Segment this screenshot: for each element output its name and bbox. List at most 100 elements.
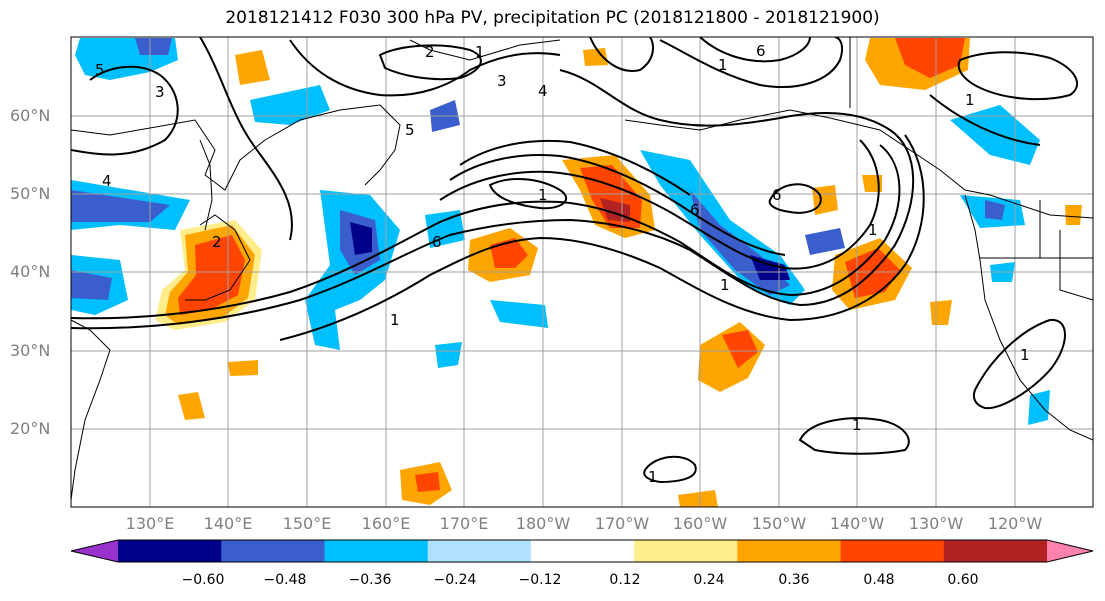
colorbar-segment [118, 540, 222, 562]
contour-label: 1 [475, 43, 485, 61]
pv-contours [71, 37, 1079, 484]
map-area: 1 2 3 4 5 6 1 6 1 6 1 6 1 4 5 1 1 1 2 3 … [71, 37, 1093, 507]
pv-contour-line [71, 65, 179, 156]
colorbar-tick-label: −0.48 [263, 572, 307, 588]
precip-positive-region [1065, 205, 1082, 225]
colorbar-segment [840, 540, 945, 562]
contour-label: 1 [390, 311, 400, 329]
precip-negative-region [71, 190, 170, 222]
precip-positive-region [895, 38, 965, 78]
precip-positive-region [678, 490, 718, 507]
precip-positive-region [583, 48, 608, 66]
colorbar-segment [943, 540, 1048, 562]
colorbar-extend-high [1047, 540, 1093, 562]
contour-label: 1 [852, 416, 862, 434]
lon-label: 150°E [282, 514, 332, 533]
lon-label: 130°E [125, 514, 175, 533]
precip-fill-layer [71, 38, 1082, 507]
pv-contour-line [972, 318, 1066, 410]
precip-negative-region [805, 228, 845, 255]
colorbar-extend-low [71, 540, 118, 562]
contour-label: 6 [756, 42, 766, 60]
colorbar-tick-label: −0.36 [348, 572, 392, 588]
pv-contour-line [449, 154, 786, 256]
lon-label: 170°W [594, 514, 650, 533]
lon-label: 160°E [361, 514, 411, 533]
colorbar-segment [427, 540, 532, 562]
colorbar [70, 539, 1094, 563]
colorbar-tick-label: −0.60 [181, 572, 225, 588]
pv-contour-line [199, 37, 293, 241]
precip-negative-region [350, 222, 372, 255]
contour-label: 6 [772, 186, 782, 204]
precip-negative-region [1028, 390, 1050, 425]
colorbar-segment [324, 540, 429, 562]
precip-positive-region [415, 472, 440, 492]
lat-label: 20°N [10, 419, 51, 438]
pv-contour-line [71, 69, 915, 330]
contour-label: 6 [690, 201, 700, 219]
contour-label: 1 [720, 276, 730, 294]
pv-contour-line [768, 183, 822, 214]
contour-label: 3 [497, 72, 507, 90]
lon-label: 180°W [515, 514, 571, 533]
colorbar-tick-label: 0.60 [947, 572, 979, 588]
precip-positive-region [722, 330, 758, 368]
contour-label: 3 [155, 83, 165, 101]
lon-label: 160°W [672, 514, 728, 533]
pv-contour-line [71, 144, 901, 320]
contour-label: 5 [95, 61, 105, 79]
lon-label: 120°W [987, 514, 1043, 533]
colorbar-tick-label: 0.48 [863, 572, 895, 588]
colorbar-segment [221, 540, 325, 562]
coastlines [71, 37, 1093, 501]
precip-negative-region [490, 300, 548, 328]
lon-label: 140°W [829, 514, 885, 533]
pv-contour-line [488, 178, 568, 210]
pv-contour-line [289, 39, 561, 97]
contour-label: 4 [102, 172, 112, 190]
precip-negative-region [435, 342, 462, 368]
colorbar-tick-label: −0.24 [433, 572, 477, 588]
precip-negative-region [985, 200, 1005, 220]
contour-label: 2 [212, 233, 222, 251]
lon-label: 170°E [439, 514, 489, 533]
precip-negative-region [425, 210, 465, 248]
precip-positive-region [178, 392, 205, 420]
colorbar-segment [634, 540, 738, 562]
precip-negative-region [950, 105, 1040, 165]
pv-contour-line [439, 139, 880, 270]
pv-contour-line [459, 139, 691, 196]
colorbar-tick-label: −0.12 [518, 572, 562, 588]
contour-labels: 1 2 3 4 5 6 1 6 1 6 1 6 1 4 5 1 1 1 2 3 … [95, 42, 1030, 486]
pv-contour-line [957, 51, 1079, 101]
contour-label: 1 [648, 468, 658, 486]
contour-label: 1 [965, 91, 975, 109]
lat-label: 40°N [10, 262, 51, 281]
contour-label: 1 [1020, 346, 1030, 364]
precip-negative-region [135, 38, 172, 55]
pv-contour-line [659, 37, 844, 89]
contour-label: 1 [538, 186, 548, 204]
colorbar-outline [70, 539, 1094, 563]
pv-contour-line [699, 37, 811, 63]
lat-label: 50°N [10, 184, 51, 203]
map-title: 2018121412 F030 300 hPa PV, precipitatio… [225, 8, 880, 28]
lon-label: 150°W [751, 514, 807, 533]
colorbar-tick-label: 0.36 [778, 572, 810, 588]
precip-negative-region [250, 85, 330, 125]
precip-positive-region [235, 50, 270, 85]
pv-contour-line [589, 37, 654, 72]
precip-negative-region [71, 270, 112, 300]
contour-label: 1 [718, 56, 728, 74]
lat-label: 30°N [10, 341, 51, 360]
graticule [71, 37, 1093, 507]
colorbar-tick-label: 0.12 [609, 572, 641, 588]
precip-positive-region [862, 175, 882, 192]
lat-label: 60°N [10, 106, 51, 125]
pv-contour-line [378, 44, 482, 81]
colorbar-segment [737, 540, 842, 562]
lon-label: 140°E [203, 514, 253, 533]
colorbar-tick-label: 0.24 [693, 572, 725, 588]
